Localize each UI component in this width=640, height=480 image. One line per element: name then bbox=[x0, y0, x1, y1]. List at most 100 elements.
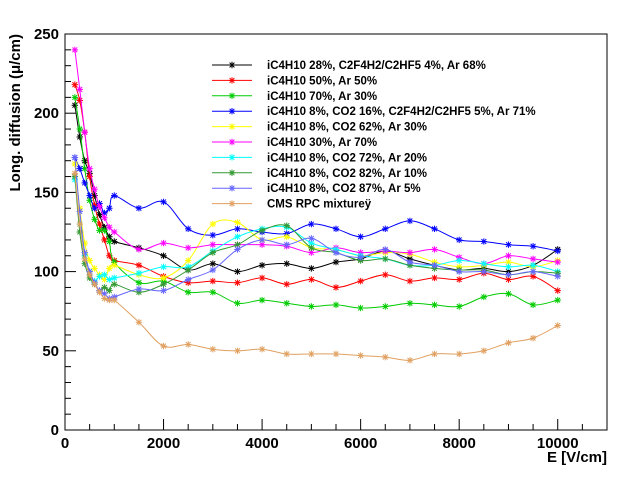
data-point bbox=[76, 220, 83, 228]
data-point bbox=[111, 262, 118, 269]
series-10 bbox=[71, 170, 561, 364]
data-point bbox=[480, 347, 488, 354]
data-point bbox=[480, 260, 488, 267]
x-tick-label: 2000 bbox=[147, 435, 180, 452]
data-point bbox=[283, 260, 290, 267]
legend-label: iC4H10 8%, CO2 16%, C2F4H2/C2HF5 5%, Ar … bbox=[267, 106, 536, 118]
data-point bbox=[91, 265, 98, 272]
data-point bbox=[76, 97, 83, 104]
legend-label: iC4H10 8%, CO2 72%, Ar 20% bbox=[267, 152, 427, 164]
data-point bbox=[382, 271, 389, 278]
y-tick-label: 150 bbox=[34, 184, 59, 201]
data-point bbox=[455, 268, 463, 275]
data-point bbox=[106, 287, 113, 294]
x-tick-label: 0 bbox=[61, 435, 69, 452]
data-point bbox=[101, 284, 108, 291]
data-point bbox=[283, 241, 290, 248]
data-point bbox=[106, 238, 113, 245]
data-point bbox=[209, 266, 217, 274]
data-point bbox=[406, 258, 414, 266]
data-point bbox=[431, 274, 438, 282]
data-point bbox=[184, 288, 192, 296]
data-point bbox=[184, 276, 192, 283]
data-point bbox=[209, 277, 217, 285]
data-point bbox=[71, 81, 79, 88]
data-point bbox=[81, 129, 88, 136]
data-point bbox=[228, 92, 236, 99]
data-point bbox=[234, 233, 241, 240]
data-point bbox=[505, 290, 512, 297]
data-point bbox=[431, 301, 438, 309]
data-point bbox=[234, 347, 241, 354]
legend-label: iC4H10 8%, CO2 82%, Ar 10% bbox=[267, 168, 427, 180]
data-point bbox=[76, 133, 83, 141]
data-point bbox=[357, 277, 364, 285]
data-point bbox=[76, 208, 83, 215]
data-point bbox=[209, 231, 217, 239]
data-point bbox=[406, 357, 414, 364]
data-point bbox=[86, 192, 93, 199]
data-point bbox=[234, 268, 241, 275]
data-point bbox=[455, 236, 463, 244]
data-point bbox=[258, 227, 266, 234]
data-point bbox=[228, 200, 236, 207]
data-point bbox=[209, 346, 217, 353]
data-point bbox=[258, 346, 266, 353]
data-point bbox=[332, 249, 340, 256]
data-point bbox=[135, 279, 143, 286]
data-point bbox=[111, 192, 118, 199]
data-point bbox=[160, 281, 167, 288]
data-point bbox=[308, 235, 315, 242]
data-point bbox=[160, 239, 167, 247]
data-point bbox=[101, 227, 108, 234]
data-point bbox=[529, 255, 537, 263]
legend-label: iC4H10 8%, CO2 87%, Ar 5% bbox=[267, 183, 421, 195]
data-point bbox=[76, 86, 83, 93]
data-point bbox=[258, 236, 266, 244]
data-point bbox=[91, 186, 98, 193]
legend-entry: iC4H10 50%, Ar 50% bbox=[212, 75, 377, 87]
data-point bbox=[209, 241, 217, 248]
data-point bbox=[135, 246, 143, 253]
data-point bbox=[382, 225, 389, 233]
data-point bbox=[184, 341, 192, 348]
data-point bbox=[135, 262, 143, 269]
data-point bbox=[357, 304, 364, 312]
data-point bbox=[308, 249, 315, 256]
data-point bbox=[234, 246, 241, 253]
data-point bbox=[505, 271, 512, 278]
data-point bbox=[258, 296, 266, 304]
data-point bbox=[135, 285, 143, 293]
data-point bbox=[111, 228, 118, 236]
data-point bbox=[258, 274, 266, 282]
data-point bbox=[455, 257, 463, 264]
data-point bbox=[184, 257, 192, 264]
y-tick-label: 100 bbox=[34, 264, 59, 281]
data-point bbox=[111, 274, 118, 282]
x-tick-label: 6000 bbox=[344, 435, 377, 452]
data-point bbox=[209, 220, 217, 228]
data-point bbox=[480, 293, 488, 301]
data-point bbox=[71, 102, 79, 109]
data-point bbox=[554, 273, 561, 280]
data-point bbox=[357, 352, 364, 359]
data-point bbox=[96, 203, 103, 210]
legend-label: iC4H10 30%, Ar 70% bbox=[267, 137, 377, 149]
data-point bbox=[382, 246, 389, 253]
data-point bbox=[234, 225, 241, 233]
legend-label: iC4H10 8%, CO2 62%, Ar 30% bbox=[267, 122, 427, 134]
data-point bbox=[431, 262, 438, 269]
data-point bbox=[91, 216, 98, 223]
data-point bbox=[135, 205, 143, 212]
data-point bbox=[382, 353, 389, 361]
legend: iC4H10 28%, C2F4H2/C2HF5 4%, Ar 68% iC4H1… bbox=[212, 60, 536, 211]
data-point bbox=[283, 350, 290, 358]
data-point bbox=[96, 227, 103, 234]
data-point bbox=[332, 258, 340, 266]
data-point bbox=[283, 222, 290, 229]
data-point bbox=[111, 281, 118, 288]
series-layer bbox=[71, 46, 561, 364]
data-point bbox=[406, 300, 414, 307]
data-point bbox=[431, 246, 438, 253]
data-point bbox=[81, 157, 88, 164]
